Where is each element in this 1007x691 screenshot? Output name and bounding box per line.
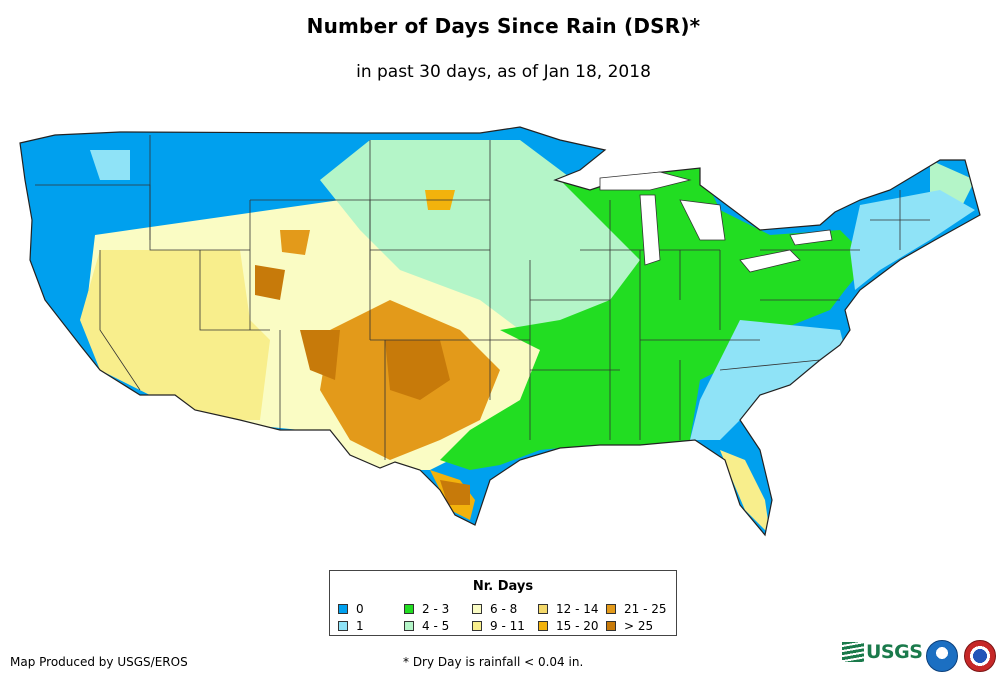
legend-item-1: 1 <box>338 619 364 633</box>
legend-item-0: 0 <box>338 602 364 616</box>
legend-label: 9 - 11 <box>490 619 525 633</box>
footnote-text: * Dry Day is rainfall < 0.04 in. <box>403 655 584 669</box>
legend-label: > 25 <box>624 619 654 633</box>
legend-swatch <box>404 604 414 614</box>
map-subtitle: in past 30 days, as of Jan 18, 2018 <box>356 62 651 82</box>
legend-swatch <box>472 604 482 614</box>
region-over-25-days-colorado <box>255 265 285 300</box>
region-0-day-great-lakes-northeast <box>838 210 855 225</box>
legend-swatch <box>338 604 348 614</box>
legend-swatch <box>606 604 616 614</box>
dsr-map <box>19 126 981 537</box>
legend-title: Nr. Days <box>472 579 534 594</box>
region-21-25-days-wyoming <box>280 230 310 255</box>
legend-label: 1 <box>356 619 364 633</box>
legend-item-12-14: 12 - 14 <box>538 602 599 616</box>
legend: Nr. Days 0 1 2 - 3 4 - 5 6 - 8 9 - 11 12… <box>329 570 677 636</box>
region-9-11-days-florida <box>720 450 770 535</box>
legend-label: 21 - 25 <box>624 602 667 616</box>
legend-item-6-8: 6 - 8 <box>472 602 517 616</box>
great-lakes <box>599 171 833 273</box>
state-borders <box>35 135 930 460</box>
region-4-5-days-plains <box>320 140 640 330</box>
legend-label: 2 - 3 <box>422 602 450 616</box>
region-over-25-days-new-mexico <box>300 330 340 380</box>
legend-swatch <box>538 621 548 631</box>
region-1-day-southeast <box>690 320 845 440</box>
legend-item-9-11: 9 - 11 <box>472 619 525 633</box>
dsr-regions <box>20 127 980 535</box>
agency-logos: USGS <box>842 636 1002 676</box>
credit-text: Map Produced by USGS/EROS <box>10 655 188 669</box>
legend-item-over-25: > 25 <box>606 619 653 633</box>
legend-label: 6 - 8 <box>490 602 518 616</box>
noaa-logo-icon <box>926 640 958 672</box>
legend-label: 12 - 14 <box>556 602 599 616</box>
nws-logo-icon <box>964 640 996 672</box>
region-over-25-days-oklahoma-texas <box>385 340 450 400</box>
legend-item-21-25: 21 - 25 <box>606 602 667 616</box>
usgs-wordmark: USGS <box>866 641 923 663</box>
legend-item-2-3: 2 - 3 <box>404 602 449 616</box>
region-1-day-northeast <box>850 190 975 290</box>
map-title: Number of Days Since Rain (DSR)* <box>306 14 701 38</box>
legend-label: 0 <box>356 602 364 616</box>
legend-swatch <box>404 621 414 631</box>
legend-item-4-5: 4 - 5 <box>404 619 449 633</box>
legend-swatch <box>472 621 482 631</box>
region-1-day-northwest <box>90 150 130 180</box>
legend-swatch <box>538 604 548 614</box>
legend-swatch <box>338 621 348 631</box>
region-over-25-days-south-texas <box>440 480 470 505</box>
legend-label: 15 - 20 <box>556 619 599 633</box>
usgs-wave-icon <box>842 642 864 662</box>
region-2-3-days-east <box>440 168 870 470</box>
region-9-11-days-southwest <box>80 250 270 420</box>
legend-label: 4 - 5 <box>422 619 450 633</box>
usgs-logo: USGS <box>842 641 923 663</box>
legend-item-15-20: 15 - 20 <box>538 619 599 633</box>
legend-swatch <box>606 621 616 631</box>
